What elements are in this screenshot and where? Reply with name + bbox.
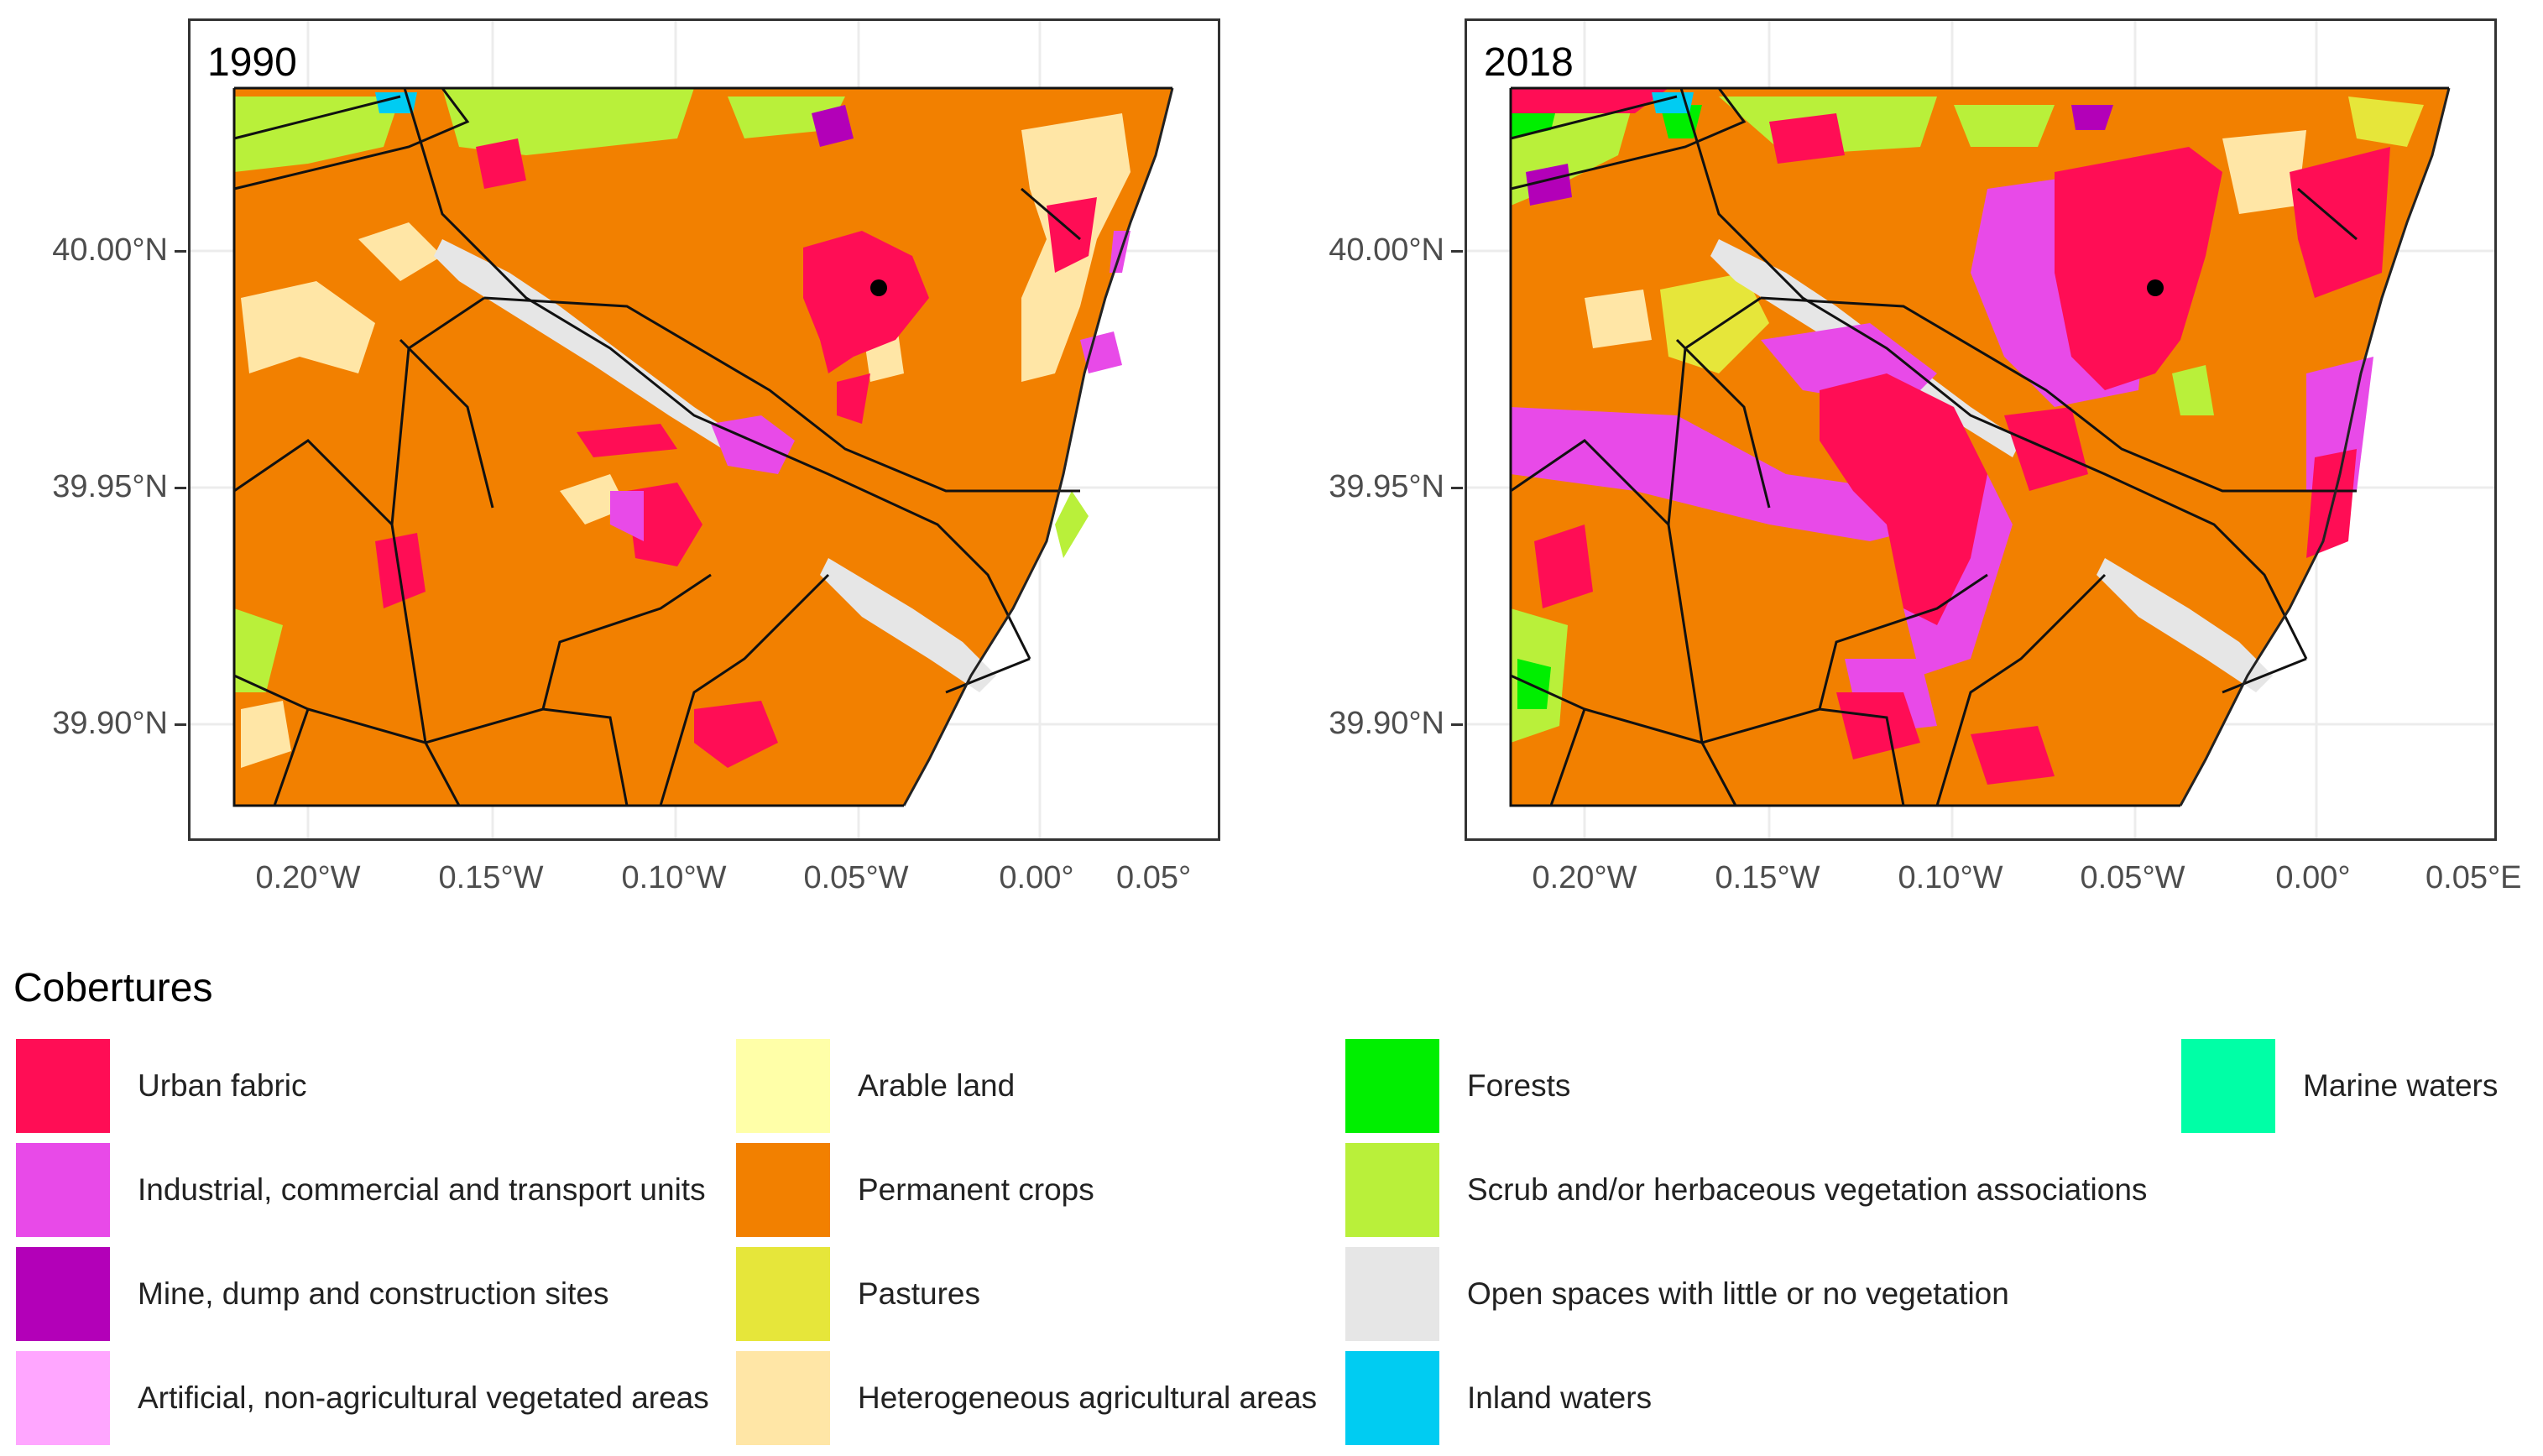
city-point — [2147, 279, 2164, 296]
land-heterogeneous — [1585, 130, 2306, 348]
legend-label: Heterogeneous agricultural areas — [858, 1380, 1318, 1415]
legend-label: Forests — [1467, 1068, 1571, 1103]
legend-label: Inland waters — [1467, 1380, 1653, 1415]
x-tick-label: 0.05° — [1116, 860, 1192, 895]
legend-label: Arable land — [858, 1068, 1016, 1103]
legend-item-inland-waters: Inland waters — [1343, 1346, 1652, 1450]
x-tick-label: 0.15°W — [438, 860, 544, 895]
legend-swatch — [13, 1245, 112, 1344]
map-1990-svg — [191, 21, 1218, 838]
legend-label: Pastures — [858, 1276, 981, 1311]
x-tick-label: 0.00° — [2275, 860, 2351, 895]
legend-item-scrub: Scrub and/or herbaceous vegetation assoc… — [1343, 1138, 2147, 1242]
y-tick — [1451, 723, 1463, 726]
legend-item-artificial-vegetated: Artificial, non-agricultural vegetated a… — [13, 1346, 709, 1450]
land-urban — [375, 138, 1097, 768]
legend-swatch — [1343, 1140, 1442, 1239]
y-tick-label: 39.90°N — [52, 706, 168, 741]
legend-item-open-spaces: Open spaces with little or no vegetation — [1343, 1242, 2009, 1346]
x-tick-label: 0.05°W — [2080, 860, 2185, 895]
y-tick-label: 40.00°N — [52, 232, 168, 268]
x-tick-label: 0.10°W — [1898, 860, 2003, 895]
legend-label: Mine, dump and construction sites — [138, 1276, 609, 1311]
legend-item-heterogeneous: Heterogeneous agricultural areas — [734, 1346, 1317, 1450]
legend-swatch — [1343, 1036, 1442, 1135]
y-tick-label: 39.95°N — [52, 469, 168, 504]
x-tick-label: 0.20°W — [255, 860, 361, 895]
x-tick-label: 0.00° — [999, 860, 1074, 895]
legend-item-permanent-crops: Permanent crops — [734, 1138, 1094, 1242]
y-tick-label: 40.00°N — [1329, 232, 1444, 268]
x-tick-label: 0.20°W — [1532, 860, 1637, 895]
x-tick-label: 0.10°W — [621, 860, 727, 895]
y-tick — [175, 250, 186, 253]
legend-title: Cobertures — [13, 966, 213, 1010]
legend-swatch — [13, 1140, 112, 1239]
x-tick-label: 0.15°W — [1715, 860, 1820, 895]
legend-label: Artificial, non-agricultural vegetated a… — [138, 1380, 709, 1415]
legend-swatch — [734, 1245, 833, 1344]
coastline — [2179, 87, 2451, 806]
x-tick-label: 0.05°E — [2426, 860, 2522, 895]
land-frame — [232, 86, 1172, 807]
legend-item-arable-land: Arable land — [734, 1034, 1015, 1138]
legend-label: Permanent crops — [858, 1172, 1094, 1207]
y-tick-label: 39.95°N — [1329, 469, 1444, 504]
x-tick-label: 0.05°W — [803, 860, 909, 895]
y-tick — [175, 487, 186, 489]
y-tick-label: 39.90°N — [1329, 706, 1444, 741]
coastline — [902, 87, 1174, 806]
land-permanent-crops — [234, 88, 1172, 806]
map-year-label: 2018 — [1484, 40, 1574, 85]
city-point — [870, 279, 887, 296]
legend-swatch — [734, 1140, 833, 1239]
land-open-spaces — [434, 239, 996, 692]
land-heterogeneous — [241, 113, 1131, 768]
legend-label: Open spaces with little or no vegetation — [1467, 1276, 2009, 1311]
land-mine — [812, 105, 854, 147]
legend-label: Industrial, commercial and transport uni… — [138, 1172, 706, 1207]
map-panel-2018: 2018 — [1465, 18, 2497, 841]
legend-item-marine-waters: Marine waters — [2179, 1034, 2498, 1138]
legend-label: Scrub and/or herbaceous vegetation assoc… — [1467, 1172, 2148, 1207]
legend-swatch — [1343, 1349, 1442, 1448]
land-urban — [1511, 88, 2390, 785]
legend-item-forests: Forests — [1343, 1034, 1570, 1138]
municipal-boundaries — [1510, 87, 2358, 806]
legend-label: Marine waters — [2303, 1068, 2499, 1103]
map-panel-1990: 1990 — [188, 18, 1220, 841]
y-tick — [175, 723, 186, 726]
legend-swatch — [13, 1349, 112, 1448]
legend-item-mine-dump: Mine, dump and construction sites — [13, 1242, 608, 1346]
land-mine — [1526, 105, 2113, 206]
legend-item-pastures: Pastures — [734, 1242, 980, 1346]
legend-item-industrial: Industrial, commercial and transport uni… — [13, 1138, 706, 1242]
municipal-boundaries — [233, 87, 1081, 806]
y-tick — [1451, 250, 1463, 253]
y-tick — [1451, 487, 1463, 489]
legend-swatch — [734, 1036, 833, 1135]
legend-label: Urban fabric — [138, 1068, 307, 1103]
land-frame — [1509, 86, 2449, 807]
map-year-label: 1990 — [207, 40, 297, 85]
legend-item-urban-fabric: Urban fabric — [13, 1034, 307, 1138]
legend-swatch — [2179, 1036, 2278, 1135]
legend-swatch — [13, 1036, 112, 1135]
legend-swatch — [1343, 1245, 1442, 1344]
legend-swatch — [734, 1349, 833, 1448]
map-2018-svg — [1467, 21, 2494, 838]
